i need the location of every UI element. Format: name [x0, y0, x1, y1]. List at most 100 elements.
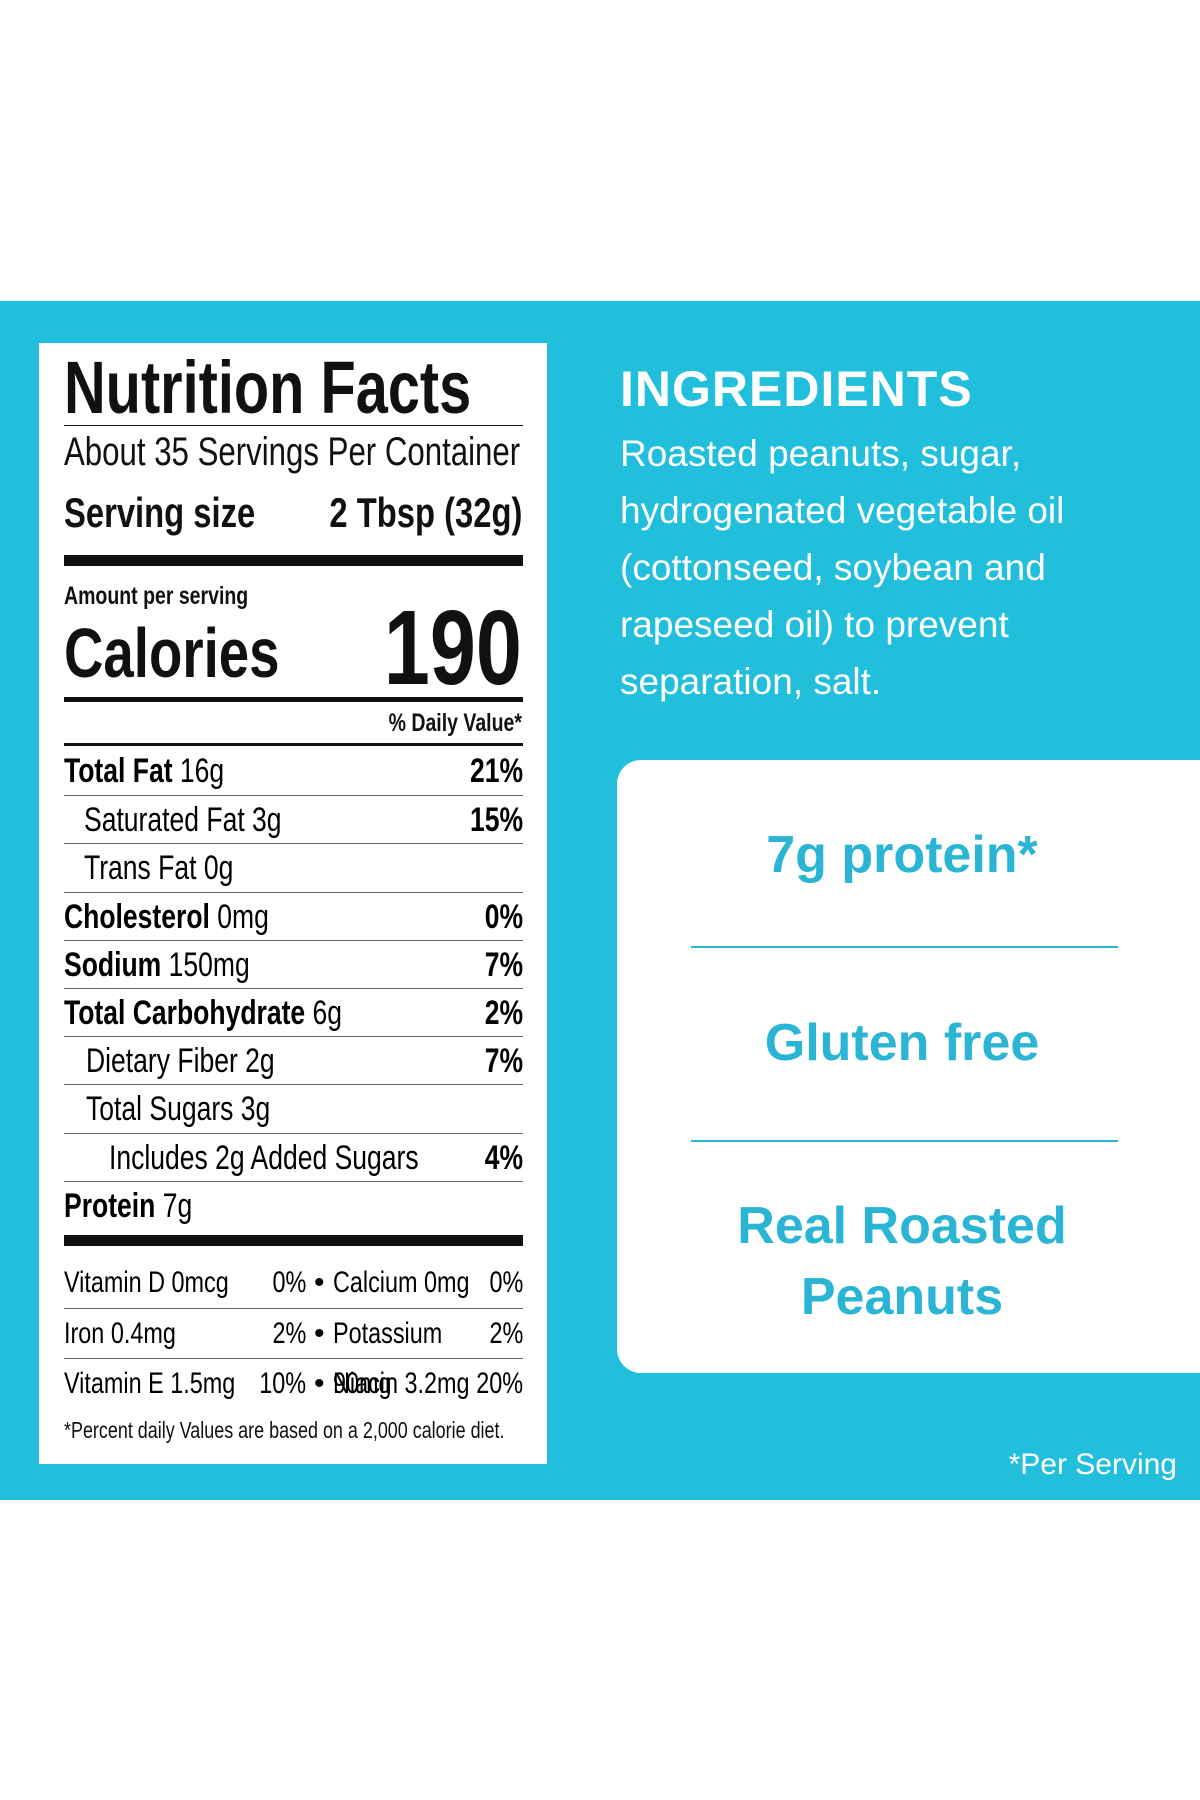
vitamin-dv-wrap: 20%	[463, 1359, 523, 1409]
nutrient-label-wrap: Dietary Fiber 2g	[86, 1037, 328, 1085]
nutrient-amount: 150mg	[168, 945, 250, 984]
vitamin-dv: 10%	[259, 1367, 306, 1400]
nutrient-name: Total Fat	[64, 752, 173, 790]
daily-value-wrap: 2%	[474, 989, 523, 1037]
serving-size-label: Serving size	[64, 489, 256, 536]
bullet: •	[314, 1367, 325, 1400]
nutrient-text: Trans Fat 0g	[84, 844, 233, 892]
nutrient-label-wrap: Protein 7g	[64, 1182, 228, 1230]
vitamin-name: Calcium 0mg	[333, 1266, 470, 1299]
daily-value: 15%	[469, 801, 523, 840]
servings: About 35 Servings Per Container	[64, 430, 521, 474]
nutrient-text: Cholesterol 0mg	[64, 893, 269, 941]
nutrient-row: Includes 2g Added Sugars 4%	[64, 1132, 523, 1182]
bullet: •	[314, 1317, 325, 1350]
nutrient-text: Dietary Fiber 2g	[86, 1037, 275, 1085]
daily-value: 0%	[484, 897, 523, 936]
thick-rule	[64, 555, 523, 566]
vitamin-row: Vitamin D 0mcg 0% Calcium 0mg 0% •	[64, 1258, 523, 1308]
daily-value: 4%	[484, 1138, 523, 1177]
vitamin-name-wrap: Vitamin D 0mcg	[64, 1258, 275, 1308]
nutrient-text: Total Carbohydrate 6g	[64, 989, 342, 1037]
nutrient-label-wrap: Total Sugars 3g	[86, 1085, 322, 1133]
daily-value: 7%	[484, 1042, 523, 1081]
nutrient-row: Cholesterol 0mg 0%	[64, 891, 523, 941]
vitamin-name-wrap: Iron 0.4mg	[64, 1309, 207, 1359]
ingredients-title: INGREDIENTS	[620, 361, 973, 417]
nutrient-label-wrap: Includes 2g Added Sugars	[109, 1134, 506, 1182]
nutrient-label-wrap: Total Carbohydrate 6g	[64, 989, 420, 1037]
vitamin-row: Iron 0.4mg 2% Potassium 90mg 2% •	[64, 1308, 523, 1400]
nutrient-row: Total Sugars 3g	[64, 1084, 523, 1133]
nutrient-row: Total Carbohydrate 6g 2%	[64, 988, 523, 1037]
nutrient-name: Dietary Fiber 2g	[86, 1042, 275, 1081]
nutrient-name: Total Carbohydrate	[64, 994, 306, 1032]
claims-card: 7g protein* Gluten free Real Roasted Pea…	[617, 760, 1200, 1373]
vitamin-name-wrap: Calcium 0mg	[333, 1258, 508, 1308]
daily-value-wrap: 15%	[455, 796, 523, 844]
per-serving-note: *Per Serving	[1008, 1448, 1177, 1481]
nutrient-label-wrap: Cholesterol 0mg	[64, 893, 327, 941]
nutrient-name: Protein	[64, 1186, 156, 1225]
vitamin-name-wrap: Potassium 90mg	[333, 1309, 523, 1409]
calories-value: 190	[384, 589, 522, 707]
nutrient-text: Total Sugars 3g	[86, 1085, 270, 1133]
nutrient-text: Sodium 150mg	[64, 941, 250, 989]
vitamin-name-wrap: Vitamin E 1.5mg	[64, 1359, 284, 1409]
nutrient-label-wrap: Trans Fat 0g	[84, 844, 275, 892]
thick-rule	[64, 1235, 523, 1246]
nutrient-row: Total Fat 16g 21%	[64, 747, 523, 795]
nutrition-footnote: *Percent daily Values are based on a 2,0…	[64, 1417, 505, 1443]
claim: 7g protein*	[766, 826, 1038, 884]
daily-value: 7%	[484, 945, 523, 984]
nutrient-amount: 7g	[162, 1186, 193, 1225]
daily-value: 21%	[469, 752, 523, 790]
nutrient-name: Cholesterol	[64, 897, 210, 936]
calories-label: Calories	[64, 614, 280, 692]
nutrient-row: Saturated Fat 3g 15%	[64, 795, 523, 844]
nutrient-row: Sodium 150mg 7%	[64, 939, 523, 989]
vitamin-name-wrap: Niacin 3.2mg	[333, 1359, 508, 1409]
bullet: •	[314, 1266, 325, 1299]
nutrient-text: Saturated Fat 3g	[84, 796, 282, 844]
vitamin-dv: 0%	[272, 1266, 306, 1299]
vitamin-row: Vitamin E 1.5mg 10% Niacin 3.2mg 20% •	[64, 1358, 523, 1409]
vitamin-dv-wrap: 2%	[480, 1309, 523, 1359]
vitamin-dv-wrap: 0%	[480, 1258, 523, 1308]
nutrient-label-wrap: Total Fat 16g	[64, 747, 269, 795]
nutrient-label-wrap: Sodium 150mg	[64, 941, 302, 989]
nutrient-row: Trans Fat 0g	[64, 843, 523, 892]
separator	[691, 1140, 1118, 1142]
ingredients-text: Roasted peanuts, sugar, hydrogenated veg…	[620, 433, 1065, 702]
nutrient-amount: 0mg	[217, 897, 269, 936]
daily-value-wrap: 7%	[474, 1037, 523, 1085]
vitamin-dv-wrap: 2%	[263, 1309, 306, 1359]
rule	[64, 425, 523, 426]
nutrient-label-wrap: Saturated Fat 3g	[84, 796, 337, 844]
vitamin-dv: 2%	[489, 1317, 523, 1350]
nutrient-name: Total Sugars 3g	[86, 1090, 271, 1129]
claim: Gluten free	[764, 1014, 1040, 1072]
medium-rule	[64, 697, 523, 702]
vitamin-name: Vitamin D 0mcg	[64, 1266, 229, 1299]
vitamin-name: Potassium 90mg	[333, 1317, 443, 1400]
vitamin-dv: 0%	[489, 1266, 523, 1299]
nutrient-text: Protein 7g	[64, 1182, 192, 1230]
nutrient-name: Includes 2g Added Sugars	[109, 1138, 419, 1177]
claim: Real Roasted Peanuts	[737, 1197, 1067, 1326]
daily-value-header: % Daily Value*	[388, 709, 522, 737]
vitamin-name: Iron 0.4mg	[64, 1317, 176, 1350]
nutrient-name: Sodium	[64, 945, 162, 984]
separator	[691, 946, 1118, 948]
nutrition-title: Nutrition Facts	[64, 346, 472, 429]
nutrient-row: Protein 7g	[64, 1180, 523, 1230]
nutrient-text: Total Fat 16g	[64, 747, 224, 795]
daily-value: 2%	[484, 994, 523, 1032]
rule	[64, 743, 523, 746]
vitamin-dv: 20%	[476, 1367, 523, 1400]
amount-per-serving: Amount per serving	[64, 582, 249, 610]
vitamin-name: Vitamin E 1.5mg	[64, 1367, 236, 1400]
nutrient-text: Includes 2g Added Sugars	[109, 1134, 419, 1182]
nutrition-panel: Nutrition Facts About 35 Servings Per Co…	[39, 343, 547, 1464]
